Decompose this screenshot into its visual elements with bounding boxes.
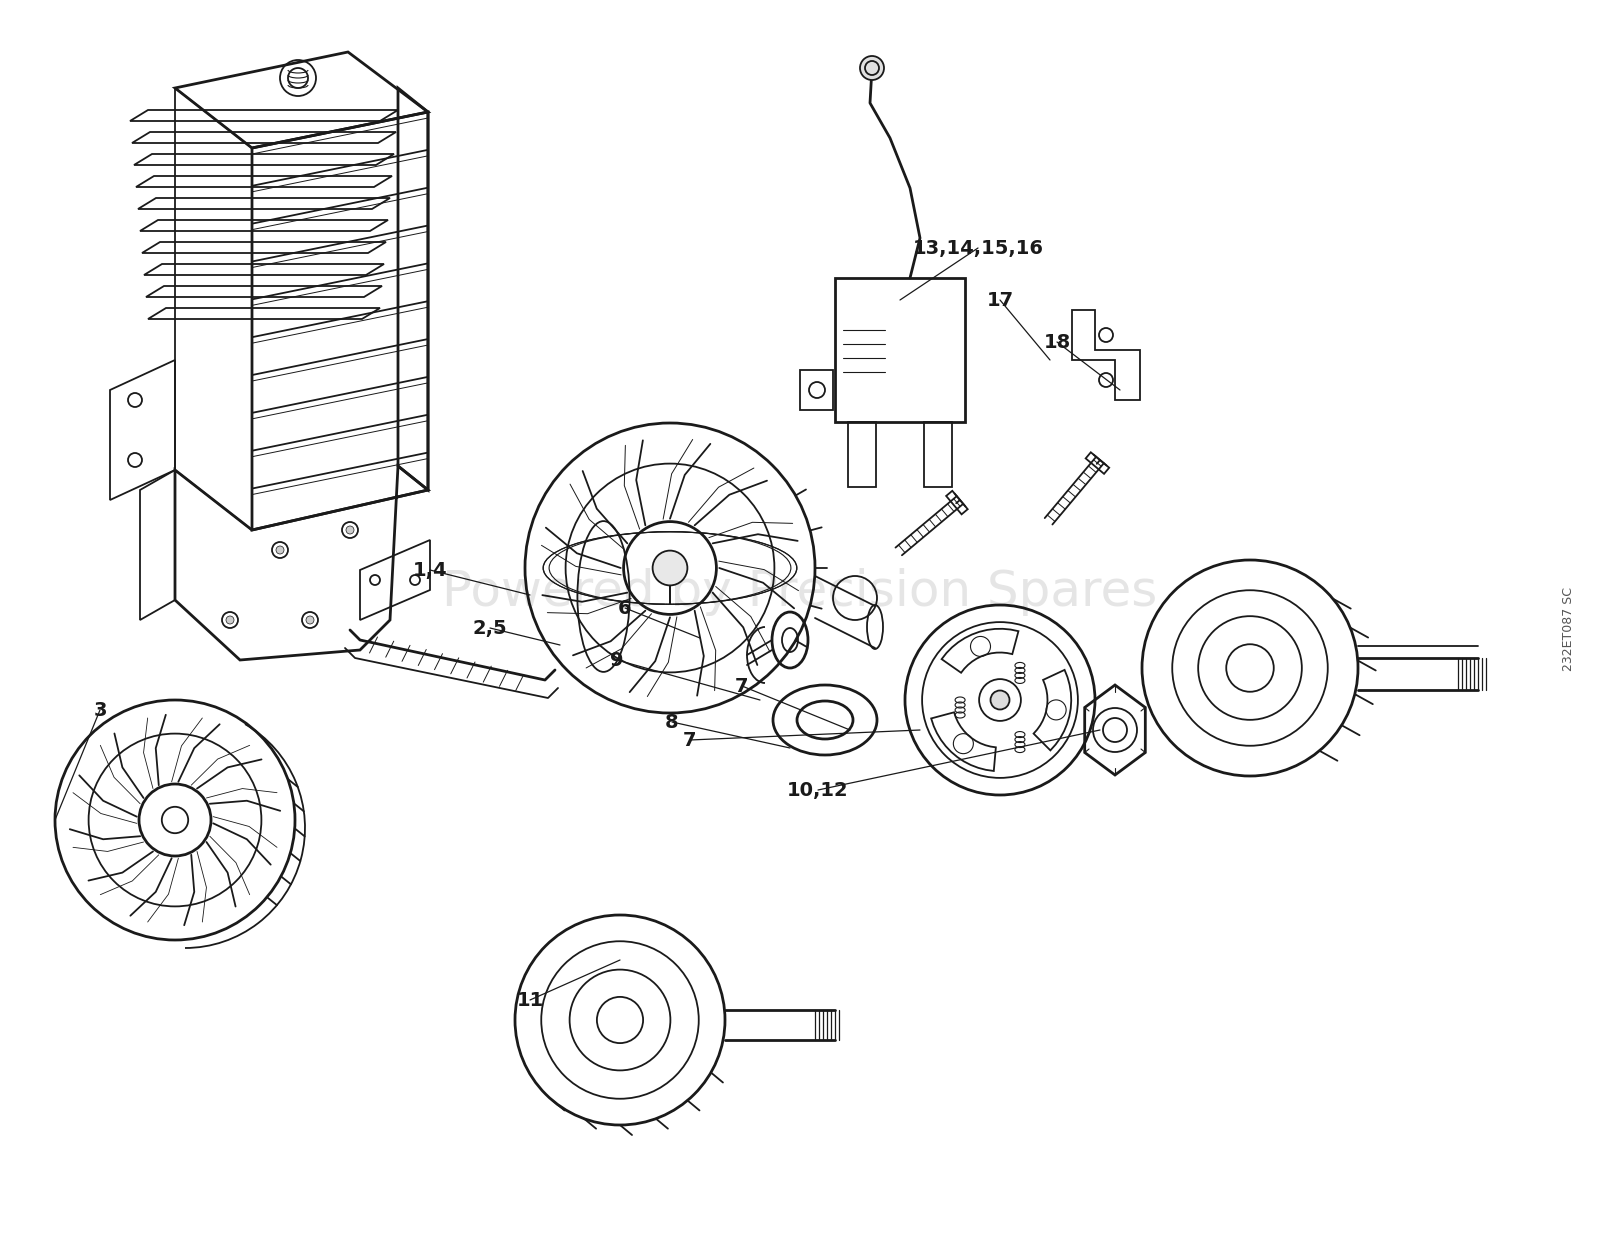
Circle shape xyxy=(277,546,285,554)
Text: 7: 7 xyxy=(736,676,749,695)
Text: 3: 3 xyxy=(93,700,107,719)
Text: 10,12: 10,12 xyxy=(787,781,850,799)
Circle shape xyxy=(346,526,354,534)
Text: 9: 9 xyxy=(610,651,624,670)
Text: 8: 8 xyxy=(666,713,678,731)
Circle shape xyxy=(653,550,688,585)
Text: 13,14,15,16: 13,14,15,16 xyxy=(912,238,1043,258)
Circle shape xyxy=(306,616,314,624)
Text: 18: 18 xyxy=(1043,332,1070,351)
Text: 11: 11 xyxy=(517,991,544,1010)
Text: 2,5: 2,5 xyxy=(472,618,507,637)
Text: 17: 17 xyxy=(987,291,1013,310)
Circle shape xyxy=(226,616,234,624)
Text: Powered by Precision Spares: Powered by Precision Spares xyxy=(442,568,1158,616)
Circle shape xyxy=(861,55,883,81)
Text: 232ET087 SC: 232ET087 SC xyxy=(1562,587,1574,671)
Circle shape xyxy=(990,690,1010,710)
Text: 6: 6 xyxy=(618,598,632,617)
Text: 1,4: 1,4 xyxy=(413,560,448,579)
Text: 7: 7 xyxy=(683,730,696,749)
